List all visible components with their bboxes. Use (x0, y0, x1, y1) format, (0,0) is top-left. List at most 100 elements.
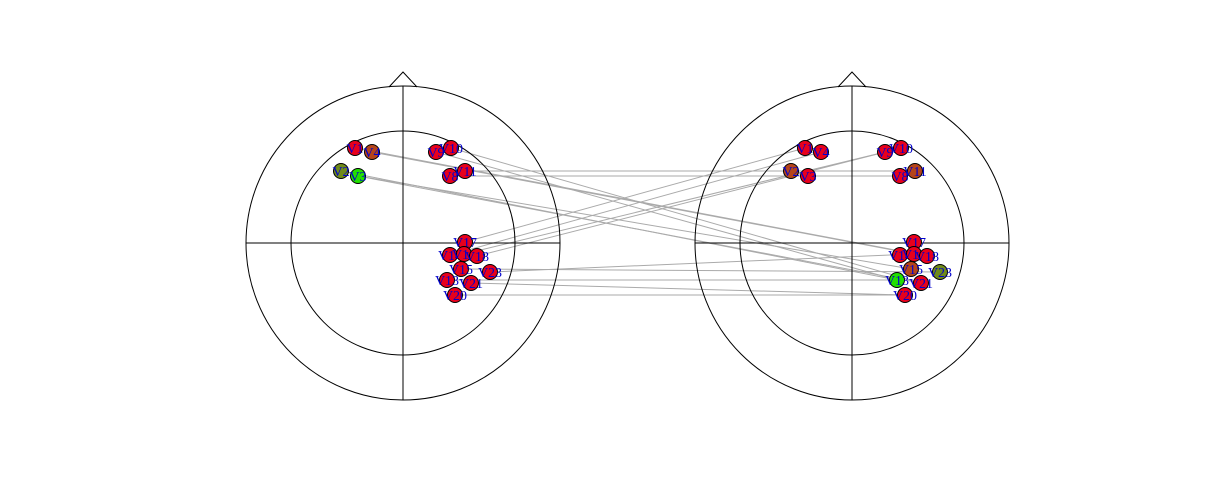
electrode-node (907, 163, 923, 179)
electrode-v21: V21 (909, 275, 933, 292)
electrode-v9: V9 (876, 144, 894, 161)
electrode-node (797, 140, 813, 156)
electrode-node (439, 272, 455, 288)
electrode-v2: V2 (782, 163, 800, 180)
electrode-v3: V3 (349, 168, 367, 185)
electrode-node (913, 275, 929, 291)
electrode-label: V11 (903, 165, 927, 180)
electrode-label: V13 (885, 274, 909, 289)
electrode-v4: V4 (363, 144, 381, 161)
electrode-v10: V10 (439, 140, 463, 157)
electrode-v17: V17 (902, 234, 926, 251)
electrode-label: V20 (893, 289, 917, 304)
electrode-label: V4 (812, 146, 829, 161)
electrode-label: V15 (449, 263, 473, 278)
edges-layer (340, 147, 941, 296)
electrode-label: V4 (363, 146, 380, 161)
edge-v3-v21 (357, 175, 922, 284)
edge-v9-v13 (435, 151, 898, 281)
electrode-label: V17 (453, 236, 477, 251)
electrode-v8: V8 (891, 168, 909, 185)
electrode-v13: V13 (885, 272, 909, 289)
electrode-label: V8 (441, 170, 458, 185)
electrode-label: V10 (439, 142, 463, 157)
electrode-v11: V11 (453, 163, 477, 180)
electrode-label: V23 (928, 266, 952, 281)
edge-v17-v1 (464, 147, 806, 243)
electrode-label: V13 (435, 274, 459, 289)
electrode-node (897, 287, 913, 303)
electrode-v15: V15 (449, 261, 473, 278)
electrode-node (783, 163, 799, 179)
electrode-v11: V11 (903, 163, 927, 180)
electrode-v1: V1 (796, 140, 814, 157)
electrode-node (813, 144, 829, 160)
electrode-label: V3 (799, 170, 816, 185)
electrode-label: V2 (782, 165, 799, 180)
electrode-node (919, 248, 935, 264)
electrode-label: V1 (796, 142, 813, 157)
edge-v21-v20 (470, 282, 906, 296)
electrode-v8: V8 (441, 168, 459, 185)
electrode-node (800, 168, 816, 184)
electrode-node (457, 163, 473, 179)
electrode-label: V14 (438, 249, 462, 264)
electrode-v18: V18 (465, 248, 489, 265)
nose-marker (837, 71, 867, 88)
head-right (694, 71, 1010, 401)
electrode-label: V20 (443, 289, 467, 304)
electrode-node (442, 168, 458, 184)
electrode-v15: V15 (899, 261, 923, 278)
electrode-v20: V20 (443, 287, 467, 304)
electrode-label: V23 (478, 266, 502, 281)
electrode-v9: V9 (427, 144, 445, 161)
electrode-v13: V13 (435, 272, 459, 289)
electrode-node (463, 275, 479, 291)
electrode-label: V11 (453, 165, 477, 180)
electrode-node (333, 163, 349, 179)
electrode-label: V15 (899, 263, 923, 278)
edge-v18-v10 (476, 147, 902, 257)
electrode-node (469, 248, 485, 264)
electrode-label: V10 (889, 142, 913, 157)
electrode-label: V21 (459, 277, 483, 292)
electrode-v23: V23 (928, 264, 952, 281)
electrode-v3: V3 (799, 168, 817, 185)
electrode-node (443, 140, 459, 156)
heads-layer (245, 71, 1010, 401)
electrode-v4: V4 (812, 144, 830, 161)
electrode-node (893, 140, 909, 156)
head-left (245, 71, 561, 401)
electrode-node (892, 168, 908, 184)
nose-marker (388, 71, 418, 88)
electrode-node (889, 272, 905, 288)
electrode-label: V21 (909, 277, 933, 292)
electrode-node (932, 264, 948, 280)
edge-v16-v9 (463, 151, 886, 255)
electrode-node (350, 168, 366, 184)
edge-v23-v16 (489, 253, 915, 273)
electrode-v21: V21 (459, 275, 483, 292)
electrode-node (428, 144, 444, 160)
electrode-label: V9 (427, 146, 444, 161)
electrode-v23: V23 (478, 264, 502, 281)
electrode-label: V18 (465, 250, 489, 265)
electrode-v10: V10 (889, 140, 913, 157)
electrode-node (347, 140, 363, 156)
electrode-node (453, 261, 469, 277)
electrode-node (447, 287, 463, 303)
electrode-v17: V17 (453, 234, 477, 251)
edge-v10-v21 (450, 147, 922, 284)
electrode-label: V3 (349, 170, 366, 185)
electrode-node (903, 261, 919, 277)
electrode-v14: V14 (438, 247, 462, 264)
electrode-label: V8 (891, 170, 908, 185)
electrode-node (877, 144, 893, 160)
electrode-v2: V2 (332, 163, 350, 180)
electrode-label: V1 (346, 142, 363, 157)
electrode-label: V18 (915, 250, 939, 265)
electrode-node (364, 144, 380, 160)
